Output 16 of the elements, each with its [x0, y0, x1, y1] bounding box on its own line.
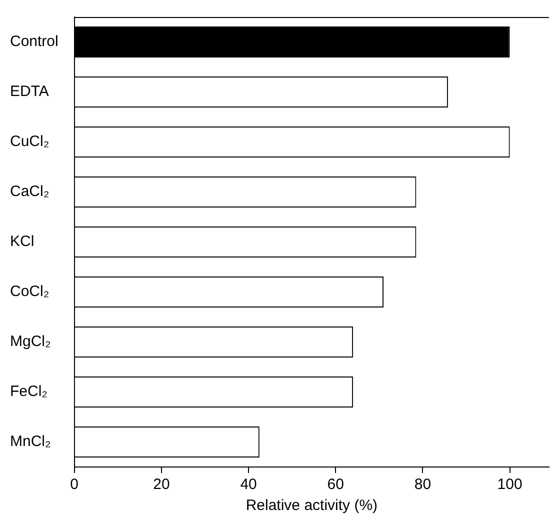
x-tick-label: 100 — [497, 476, 522, 494]
y-tick-label: CaCl₂ — [10, 183, 50, 200]
y-tick-label: FeCl₂ — [10, 383, 48, 400]
x-tick-label: 60 — [327, 476, 344, 494]
y-tick-label: EDTA — [10, 83, 49, 100]
x-axis-title: Relative activity (%) — [246, 497, 378, 514]
y-tick-label: KCl — [10, 233, 34, 250]
x-tick-label: 0 — [70, 476, 79, 494]
y-tick-label: CoCl₂ — [10, 283, 50, 300]
y-tick-label: MnCl₂ — [10, 433, 51, 450]
x-tick-label: 20 — [153, 476, 170, 494]
y-tick-label: Control — [10, 33, 58, 50]
x-tick-label: 40 — [240, 476, 257, 494]
y-tick-label: MgCl₂ — [10, 333, 51, 350]
y-tick-label: CuCl₂ — [10, 133, 50, 150]
x-tick-label: 80 — [414, 476, 432, 494]
